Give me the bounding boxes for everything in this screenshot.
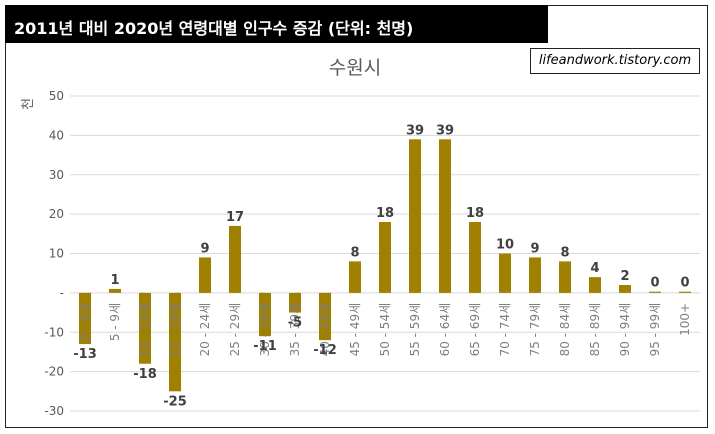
bar bbox=[409, 139, 421, 293]
bar bbox=[499, 253, 511, 293]
bar bbox=[379, 222, 391, 293]
data-label: 39 bbox=[406, 123, 424, 138]
data-label: 1 bbox=[110, 273, 119, 288]
x-tick-labels: 0 - 4세 5 - 9세 10 - 14세 15 - 19세 20 - 24세 25 -… bbox=[78, 303, 692, 357]
data-label: -25 bbox=[163, 394, 187, 409]
x-tick-label: 60 - 64세 bbox=[438, 303, 452, 357]
data-label: 9 bbox=[530, 241, 539, 256]
x-tick-label: 45 - 49세 bbox=[348, 303, 362, 357]
x-tick-label: 100+ bbox=[678, 303, 692, 336]
x-tick-label: 50 - 54세 bbox=[378, 303, 392, 357]
data-label: 18 bbox=[466, 206, 484, 221]
x-tick-label: 25 - 29세 bbox=[228, 303, 242, 357]
x-tick-label: 55 - 59세 bbox=[408, 303, 422, 357]
x-tick-label: 70 - 74세 bbox=[498, 303, 512, 357]
data-label: -5 bbox=[288, 316, 302, 331]
y-tick-label: 40 bbox=[49, 128, 64, 142]
data-label: 39 bbox=[436, 123, 454, 138]
y-tick-label: 30 bbox=[49, 168, 64, 182]
bar bbox=[649, 291, 661, 293]
data-label: -11 bbox=[253, 339, 277, 354]
data-label: 0 bbox=[680, 276, 689, 291]
data-label: 4 bbox=[590, 261, 599, 276]
bar bbox=[529, 257, 541, 293]
x-tick-label: 40 - 44세 bbox=[318, 303, 332, 357]
bar bbox=[469, 222, 481, 293]
data-label: 0 bbox=[650, 276, 659, 291]
y-tick-label: -30 bbox=[44, 404, 64, 418]
bars bbox=[79, 139, 691, 392]
bar bbox=[199, 257, 211, 293]
bar bbox=[319, 292, 331, 341]
y-tick-label: 10 bbox=[49, 247, 64, 261]
x-tick-label: 10 - 14세 bbox=[138, 303, 152, 357]
bar bbox=[79, 292, 91, 345]
data-label: 8 bbox=[560, 245, 569, 260]
data-labels: -13 1 -18 -25 9 17 -11 -5 -12 8 18 39 39 18 10 9 8 4 2 0 0 bbox=[73, 123, 689, 409]
x-tick-label: 20 - 24세 bbox=[198, 303, 212, 357]
data-label: 18 bbox=[376, 206, 394, 221]
x-tick-label: 35 - 39세 bbox=[288, 303, 302, 357]
bar bbox=[259, 292, 271, 337]
y-tick-label: -20 bbox=[44, 365, 64, 379]
bar bbox=[229, 225, 241, 293]
data-label: 9 bbox=[200, 241, 209, 256]
y-tick-labels: 50 40 30 20 10 - -10 -20 -30 bbox=[44, 89, 64, 418]
data-label: 2 bbox=[620, 269, 629, 284]
data-label: -12 bbox=[313, 343, 337, 358]
header-bar: 2011년 대비 2020년 연령대별 인구수 증감 (단위: 천명) bbox=[5, 5, 548, 43]
chart-title: 수원시 bbox=[329, 57, 381, 79]
x-tick-label: 5 - 9세 bbox=[108, 303, 122, 341]
watermark: lifeandwork.tistory.com bbox=[530, 48, 700, 74]
bar bbox=[289, 292, 301, 313]
data-label: -18 bbox=[133, 367, 157, 382]
x-tick-label: 30 - 34세 bbox=[258, 303, 272, 357]
x-tick-label: 0 - 4세 bbox=[78, 303, 92, 341]
header-title: 2011년 대비 2020년 연령대별 인구수 증감 (단위: 천명) bbox=[14, 19, 414, 38]
x-tick-label: 85 - 89세 bbox=[588, 303, 602, 357]
bar bbox=[619, 285, 631, 293]
data-label: 17 bbox=[226, 210, 244, 225]
bar bbox=[169, 292, 181, 392]
x-tick-label: 15 - 19세 bbox=[168, 303, 182, 357]
bar bbox=[349, 261, 361, 293]
x-tick-label: 90 - 94세 bbox=[618, 303, 632, 357]
bar bbox=[139, 292, 151, 364]
x-tick-label: 80 - 84세 bbox=[558, 303, 572, 357]
chart-frame bbox=[5, 5, 708, 428]
data-label: 8 bbox=[350, 245, 359, 260]
bar bbox=[439, 139, 451, 293]
y-tick-label: -10 bbox=[44, 325, 64, 339]
x-tick-label: 95 - 99세 bbox=[648, 303, 662, 357]
bar bbox=[589, 277, 601, 293]
y-axis-label: 천 bbox=[21, 98, 36, 110]
x-tick-label: 75 - 79세 bbox=[528, 303, 542, 357]
y-tick-label: 50 bbox=[49, 89, 64, 103]
bar bbox=[679, 291, 691, 293]
y-tick-label: - bbox=[60, 286, 64, 300]
data-label: 10 bbox=[496, 238, 514, 253]
bar bbox=[109, 288, 121, 293]
bar bbox=[559, 261, 571, 293]
x-tick-label: 65 - 69세 bbox=[468, 303, 482, 357]
data-label: -13 bbox=[73, 347, 97, 362]
y-tick-label: 20 bbox=[49, 207, 64, 221]
